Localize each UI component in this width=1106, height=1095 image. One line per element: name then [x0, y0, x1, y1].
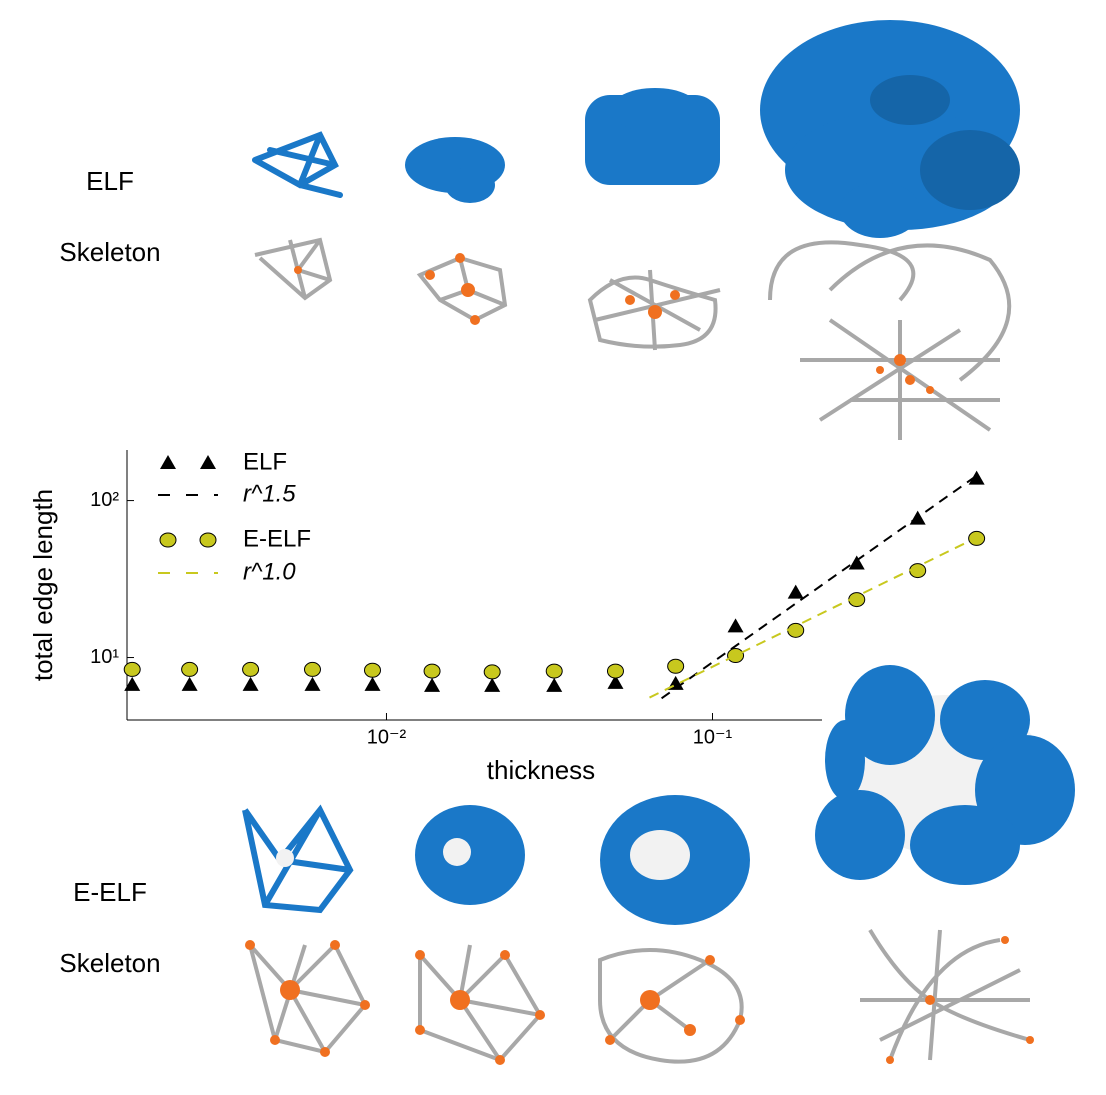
elf-render — [405, 20, 1020, 238]
eelf-render — [815, 665, 1075, 885]
marker — [363, 662, 381, 678]
marker — [667, 658, 685, 674]
row-label: Skeleton — [59, 237, 160, 267]
renders — [242, 665, 1075, 1065]
skeleton-render — [254, 237, 1012, 440]
row-label: ELF — [86, 166, 134, 196]
marker — [124, 676, 141, 691]
legend-label: r^1.5 — [243, 480, 296, 507]
marker — [181, 661, 199, 677]
renders — [252, 20, 1020, 440]
x-tick-label: 10⁻¹ — [693, 726, 733, 748]
x-tick-label: 10⁻² — [367, 726, 407, 748]
marker — [160, 455, 176, 469]
legend-label: E-ELF — [243, 525, 311, 552]
skeleton-render — [248, 928, 1031, 1064]
marker — [606, 663, 624, 679]
marker — [181, 676, 198, 691]
marker — [159, 532, 177, 548]
marker — [787, 622, 805, 638]
y-tick-label: 10² — [90, 489, 119, 511]
eelf-core — [276, 830, 690, 880]
y-axis-label: total edge length — [28, 489, 58, 681]
skeleton-node — [294, 253, 934, 394]
marker — [607, 674, 624, 689]
marker — [483, 664, 501, 680]
legend: ELF r^1.5 E-ELF r^1.0 — [158, 448, 311, 585]
row-label: E-ELF — [73, 877, 147, 907]
eelf-render — [242, 804, 354, 914]
marker — [727, 648, 745, 664]
marker — [199, 532, 217, 548]
marker — [200, 455, 216, 469]
marker — [727, 618, 744, 633]
fit-line — [661, 474, 978, 700]
legend-label: r^1.0 — [243, 558, 296, 585]
marker — [424, 677, 441, 692]
y-tick-label: 10¹ — [90, 646, 119, 668]
marker — [787, 584, 804, 599]
marker — [848, 555, 865, 570]
marker — [364, 676, 381, 691]
fit-line — [649, 536, 978, 699]
marker — [484, 677, 501, 692]
x-axis-label: thickness — [487, 755, 595, 785]
marker — [545, 663, 563, 679]
skeleton-node — [245, 936, 1034, 1065]
elf-render-shade — [870, 75, 1020, 210]
marker — [242, 661, 260, 677]
row-label: Skeleton — [59, 948, 160, 978]
legend-label: ELF — [243, 448, 287, 475]
marker — [242, 676, 259, 691]
marker — [546, 677, 563, 692]
marker — [123, 661, 141, 677]
marker — [968, 470, 985, 485]
elf-render — [252, 131, 343, 198]
chart: thickness total edge length 10⁻² 10⁻¹ 10¹ 1… — [28, 448, 986, 785]
marker — [423, 663, 441, 679]
marker — [304, 676, 321, 691]
marker — [303, 661, 321, 677]
